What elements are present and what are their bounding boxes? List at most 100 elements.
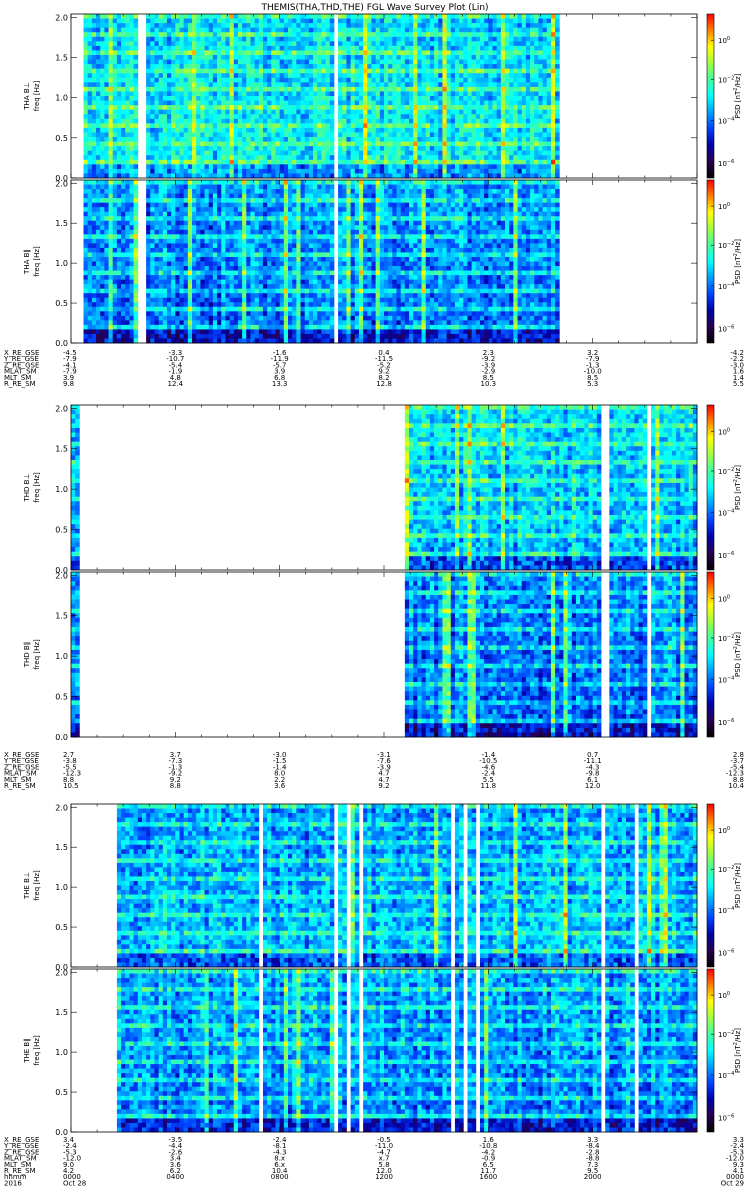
colorbar-tick-label: 100	[718, 594, 730, 603]
colorbar-tick-label: 100	[718, 427, 730, 436]
colorbar-tick-label: 100	[718, 202, 730, 211]
colorbar	[706, 13, 715, 179]
ephemeris-value: 8.8	[63, 776, 74, 784]
y-tick-label: 0.0	[55, 1128, 68, 1137]
ephemeris-value: -1.4	[481, 751, 495, 759]
ephemeris-value: 3.6	[170, 1161, 182, 1169]
ephemeris-value: 8.5	[587, 374, 598, 382]
ephemeris-value: 4.1	[733, 1167, 744, 1175]
panel-component-label: THE B⊥	[23, 872, 31, 900]
ephemeris-value: 2.7	[63, 751, 74, 759]
spectrogram-thd-bperp	[71, 405, 698, 571]
ephemeris-value: -10.5	[479, 757, 497, 765]
ephemeris-value: -3.7	[730, 757, 744, 765]
colorbar-label: PSD [nT2/Hz]	[733, 465, 742, 510]
ephemeris-value: 2.8	[733, 751, 744, 759]
ephemeris-value: -1.3	[586, 361, 600, 369]
ephemeris-label: R_RE_SM	[4, 380, 36, 388]
y-axis-label: freq [Hz]	[33, 1035, 41, 1066]
ephemeris-value: 11.8	[481, 782, 497, 790]
ephemeris-value: 8.8	[733, 776, 744, 784]
ephemeris-value: -12.3	[726, 770, 744, 778]
ephemeris-value: -0.9	[481, 1155, 495, 1163]
ephemeris-value: 9.5	[587, 1167, 598, 1175]
ephemeris-value: -12.3	[63, 770, 81, 778]
y-tick-label: 0.0	[55, 566, 68, 575]
ephemeris-label: MLT_SM	[4, 1161, 31, 1169]
ephemeris-value: -4.4	[168, 1142, 182, 1150]
y-tick-label: 1.5	[55, 53, 68, 62]
ephemeris-value: -10.8	[479, 1142, 497, 1150]
ephemeris-value: -11.1	[584, 757, 602, 765]
ephemeris-value: -9.8	[586, 770, 600, 778]
colorbar-tick-label: 10−6	[718, 718, 734, 727]
year-label: 2016	[4, 1179, 22, 1187]
ephemeris-value: 7.3	[587, 1161, 598, 1169]
y-axis-label: freq [Hz]	[33, 472, 41, 503]
ephemeris-value: -9.2	[168, 770, 182, 778]
ephemeris-value: -4.2	[730, 349, 744, 357]
colorbar-tick-label: 10−6	[718, 324, 734, 333]
ephemeris-value: -7.9	[63, 355, 77, 363]
ephemeris-value: 9.2	[170, 776, 181, 784]
y-tick-label: 0.0	[55, 339, 68, 348]
ephemeris-value: 3.7	[170, 751, 181, 759]
ephemeris-value: -7.9	[63, 368, 77, 376]
colorbar-tick-label: 100	[718, 991, 730, 1000]
ephemeris-value: -1.3	[168, 763, 182, 771]
colorbar-tick-label: 100	[718, 36, 730, 45]
ephemeris-value: 8.0	[274, 770, 285, 778]
colorbar-tick-label: 10−2	[718, 467, 734, 476]
ephemeris-value: -4.6	[481, 763, 495, 771]
time-tick-label: 0000	[63, 1173, 81, 1181]
ephemeris-value: 2.3	[483, 349, 494, 357]
ephemeris-value: -2.9	[481, 368, 495, 376]
colorbar-tick-label: 10−6	[718, 159, 734, 168]
y-tick-label: 1.0	[55, 94, 68, 103]
ephemeris-value: -5.4	[730, 763, 744, 771]
ephemeris-value: -12.0	[726, 1155, 744, 1163]
ephemeris-label: Y_RE_GSE	[3, 355, 39, 363]
ephemeris-value: 12.8	[376, 380, 392, 388]
ephemeris-value: -8.4	[586, 1142, 600, 1150]
spectrogram-tha-bpar	[83, 180, 560, 344]
ephemeris-value: 0.4	[378, 349, 390, 357]
y-tick-label: 2.0	[55, 404, 68, 413]
panels-layer	[71, 14, 698, 1133]
y-tick-label: 0.0	[55, 733, 68, 742]
colorbar-tick-label: 10−2	[718, 634, 734, 643]
ephemeris-value: -11.5	[375, 355, 393, 363]
ephemeris-label: R_RE_SM	[4, 782, 36, 790]
ephemeris-value: 11.7	[481, 1167, 497, 1175]
colorbar-tick-label: 10−6	[718, 948, 734, 957]
ephemeris-value: -11.9	[271, 355, 289, 363]
ephemeris-value: 4.2	[63, 1167, 74, 1175]
colorbar-label: PSD [nT2/Hz]	[733, 1028, 742, 1073]
y-axis-label: freq [Hz]	[33, 639, 41, 670]
ephemeris-label: Y_RE_GSE	[3, 1142, 39, 1150]
ephemeris-value: 5.5	[483, 776, 494, 784]
ephemeris-value: -3.5	[168, 1136, 182, 1144]
ephemeris-value: -1.9	[168, 368, 182, 376]
ephemeris-value: -10.7	[166, 355, 184, 363]
y-tick-label: 2.0	[55, 13, 68, 22]
y-tick-label: 1.5	[55, 1008, 68, 1017]
ephemeris-value: -5.3	[730, 1148, 744, 1156]
y-tick-label: 0.5	[55, 526, 68, 535]
ephemeris-label: MLT_SM	[4, 374, 31, 382]
ephemeris-value: 13.3	[272, 380, 288, 388]
ephemeris-value: 4.7	[378, 776, 389, 784]
date-label: Oct 28	[63, 1179, 86, 1187]
ephemeris-value: 4.7	[378, 770, 389, 778]
ephemeris-value: 3.9	[274, 368, 285, 376]
ephemeris-value: 3.4	[63, 1136, 75, 1144]
y-axis-label: freq [Hz]	[33, 870, 41, 901]
ephemeris-value: 9.2	[378, 368, 389, 376]
colorbar-tick-label: 100	[718, 826, 730, 835]
ephemeris-value: 9.8	[63, 380, 74, 388]
ephemeris-value: 10.4	[728, 782, 744, 790]
time-tick-label: 1200	[375, 1173, 393, 1181]
y-tick-label: 1.5	[55, 445, 68, 454]
